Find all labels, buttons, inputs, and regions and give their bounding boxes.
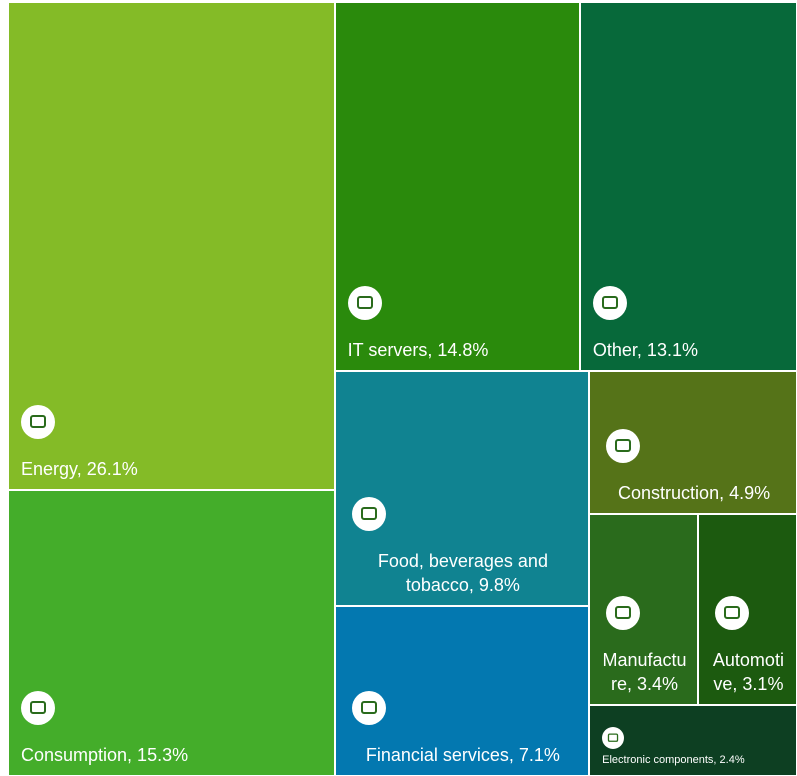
- tile-icon: [602, 726, 625, 749]
- tile: Energy, 26.1%: [9, 3, 334, 489]
- tile-icon: [714, 596, 749, 631]
- tile: Consumption, 15.3%: [9, 490, 334, 775]
- tile: Other, 13.1%: [580, 3, 796, 370]
- tile: IT servers, 14.8%: [335, 3, 579, 370]
- tile-icon: [351, 690, 386, 725]
- tile-label: Food, beverages and tobacco, 9.8%: [377, 550, 548, 595]
- tile: Automotive, 3.1%: [698, 515, 796, 705]
- tile-label: Energy, 26.1%: [21, 458, 138, 479]
- tile: Food, beverages and tobacco, 9.8%: [335, 371, 589, 605]
- tile-icon: [21, 690, 55, 725]
- tile-label: Automotive, 3.1%: [712, 650, 784, 695]
- tile-label: Other, 13.1%: [592, 339, 698, 360]
- tile: Financial services, 7.1%: [335, 606, 589, 775]
- tile-icon: [592, 285, 627, 320]
- tile: Electronic components, 2.4%: [590, 706, 796, 775]
- tile-icon: [21, 404, 55, 439]
- tile-label: Electronic components, 2.4%: [602, 753, 745, 766]
- tile-label: Construction, 4.9%: [618, 483, 771, 504]
- tile: Construction, 4.9%: [590, 371, 796, 514]
- tile-icon: [347, 285, 382, 320]
- tile-label: IT servers, 14.8%: [347, 339, 489, 360]
- tile-label: Financial services, 7.1%: [365, 744, 560, 765]
- tile-icon: [351, 496, 386, 531]
- tile-label: Manufacture, 3.4%: [602, 650, 687, 695]
- tile-icon: [606, 596, 641, 631]
- tile-label: Consumption, 15.3%: [21, 744, 189, 765]
- tile-icon: [606, 429, 641, 464]
- tile: Manufacture, 3.4%: [590, 515, 697, 705]
